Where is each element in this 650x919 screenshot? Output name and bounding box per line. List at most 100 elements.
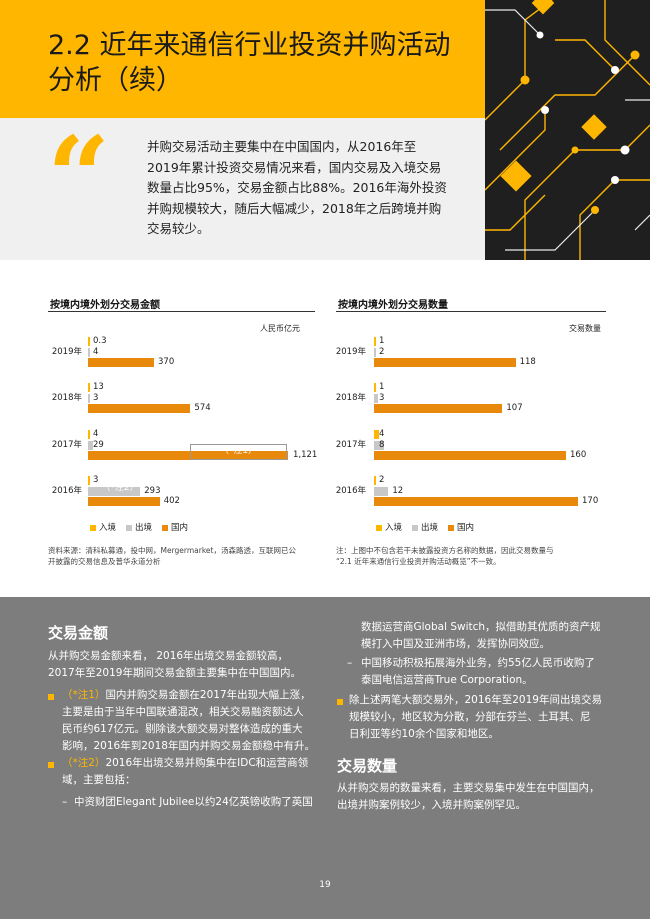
bullet-icon (48, 762, 54, 768)
legend-amount: 入境 出境 国内 (90, 521, 188, 533)
title-line-1: 2.2 近年来通信行业投资并购活动 (48, 30, 451, 61)
intro-line: 2019年累计投资交易情况来看，国内交易及入境交易 (147, 159, 442, 175)
note1-label: （*注1） (219, 446, 258, 456)
bar-value-label: 29 (93, 439, 104, 450)
bar-inbound (374, 383, 376, 392)
bar-domestic (374, 497, 578, 506)
legend-item-inbound: 入境 (90, 521, 116, 533)
swatch-inbound (376, 524, 382, 531)
note2-label: （*注2） (101, 483, 139, 493)
bar-value-label: 4 (93, 346, 99, 357)
bar-value-label: 574 (194, 403, 211, 413)
bar-value-label: 8 (379, 439, 385, 450)
bar-inbound (88, 476, 90, 485)
intro-line: 并购规模较大，随后大幅减少，2018年之后跨境并购 (147, 200, 442, 216)
swatch-inbound (90, 524, 96, 531)
swatch-outbound (126, 524, 133, 531)
bar-inbound (374, 430, 379, 439)
bar-value-label: 170 (582, 496, 599, 506)
dash-icon: – (347, 657, 353, 669)
bar-domestic (88, 497, 160, 506)
bar-value-label: 293 (144, 485, 161, 496)
year-label: 2019年 (335, 347, 366, 357)
swatch-domestic (448, 524, 455, 531)
intro-line: 并购交易活动主要集中在中国国内，从2016年至 (147, 139, 417, 154)
sub-item-1-cont: 数据运营商Global Switch，拟借助其优质的资产规 模打入中国及亚洲市场… (361, 621, 601, 650)
bar-domestic (88, 451, 288, 460)
chart-title-amount: 按境内境外划分交易金额 (50, 300, 160, 311)
bar-outbound (374, 440, 384, 450)
bar-chart-count: 2019年 1 2 118 2018年 1 3 107 2017年 4 8 160 2016年 2 12 17… (335, 336, 599, 506)
bullet-note1: （*注1）国内并购交易金额在2017年出现大幅上涨， 主要是由于当年中国联通混改… (62, 689, 315, 752)
heading-count: 交易数量 (337, 757, 398, 775)
legend-item-outbound: 出境 (126, 521, 152, 533)
intro-text: 并购交易活动主要集中在中国国内，从2016年至 2019年累计投资交易情况来看，… (147, 137, 447, 240)
bullet-other: 除上述两笔大额交易外，2016年至2019年间出境交易 规模较小，地区较为分散，… (349, 694, 602, 740)
bar-value-label: 1,121 (293, 450, 318, 460)
bar-domestic (88, 404, 191, 413)
year-label: 2017年 (51, 440, 82, 450)
year-label: 2018年 (335, 393, 366, 403)
chart-rule (48, 311, 315, 312)
year-label: 2016年 (51, 486, 82, 496)
bar-domestic (374, 358, 516, 367)
year-label: 2018年 (51, 393, 82, 403)
bar-inbound (88, 430, 90, 439)
bar-domestic (374, 451, 566, 460)
bullet-icon (337, 699, 343, 705)
swatch-domestic (162, 524, 169, 531)
note2-ref: （*注2） (62, 757, 106, 769)
bar-outbound (374, 393, 378, 403)
intro-panel (0, 118, 485, 260)
bar-outbound (88, 440, 94, 450)
bar-inbound (88, 337, 90, 346)
year-label: 2017年 (335, 440, 366, 450)
chart-title-count: 按境内境外划分交易数量 (338, 300, 448, 311)
bar-outbound (374, 347, 377, 357)
heading-amount: 交易金额 (48, 624, 109, 642)
legend-item-inbound: 入境 (376, 521, 402, 533)
bar-outbound (88, 347, 90, 357)
header-band (0, 0, 485, 118)
chart-unit-label: 交易数量 (569, 324, 601, 333)
swatch-outbound (412, 524, 419, 531)
para-amount: 从并购交易金额来看， 2016年出境交易金额较高， 2017年至2019年期间交… (48, 650, 301, 679)
bar-value-label: 2 (379, 475, 385, 485)
page-number: 19 (319, 880, 331, 890)
bar-value-label: 370 (158, 357, 175, 367)
bar-inbound (88, 383, 91, 392)
source-note: 资料来源：清科私募通，投中网，Mergermarket，汤森路透，互联网已公 开… (48, 546, 296, 566)
bullet-icon (48, 694, 54, 700)
para-count: 从并购交易的数量来看，主要交易集中发生在中国国内， 出境并购案例较少，入境并购案… (337, 782, 600, 811)
title-line-2: 分析（续） (48, 65, 183, 96)
bullet-note2: （*注2）2016年出境交易并购集中在IDC和运营商领 域，主要包括： (62, 757, 309, 786)
footnote: 注：上图中不包含若干未披露投资方名称的数据，因此交易数量与 “2.1 近年来通信… (336, 546, 554, 566)
bar-outbound (88, 393, 90, 403)
bar-inbound (374, 337, 376, 346)
page-title: 2.2 近年来通信行业投资并购活动 分析（续） (48, 28, 468, 98)
bar-domestic (88, 358, 154, 367)
bar-value-label: 4 (379, 429, 385, 439)
bar-outbound (88, 486, 141, 496)
bar-value-label: 160 (570, 450, 587, 460)
sub-item-2: 中国移动积极拓展海外业务，约55亿人民币收购了 泰国电信运营商True Corp… (361, 657, 595, 686)
quote-mark-icon: “ (47, 112, 111, 241)
bar-value-label: 1 (379, 382, 385, 392)
chart-rule (336, 311, 606, 312)
intro-line: 数量占比95%，交易金额占比88%。2016年海外投资 (147, 180, 447, 195)
year-label: 2016年 (335, 486, 366, 496)
bar-value-label: 3 (379, 392, 385, 403)
intro-line: 交易较少。 (147, 221, 210, 236)
dash-icon: – (62, 796, 68, 808)
chart-unit-label: 人民币亿元 (260, 324, 300, 333)
bar-value-label: 402 (163, 496, 180, 506)
legend-count: 入境 出境 国内 (376, 521, 474, 533)
note1-ref: （*注1） (62, 689, 106, 701)
bar-value-label: 0.3 (93, 336, 107, 346)
note1-box: （*注1） (190, 444, 287, 460)
legend-item-domestic: 国内 (448, 521, 474, 533)
bar-value-label: 107 (506, 403, 523, 413)
bar-value-label: 118 (519, 357, 536, 367)
bar-value-label: 3 (93, 392, 99, 403)
year-label: 2019年 (51, 347, 82, 357)
